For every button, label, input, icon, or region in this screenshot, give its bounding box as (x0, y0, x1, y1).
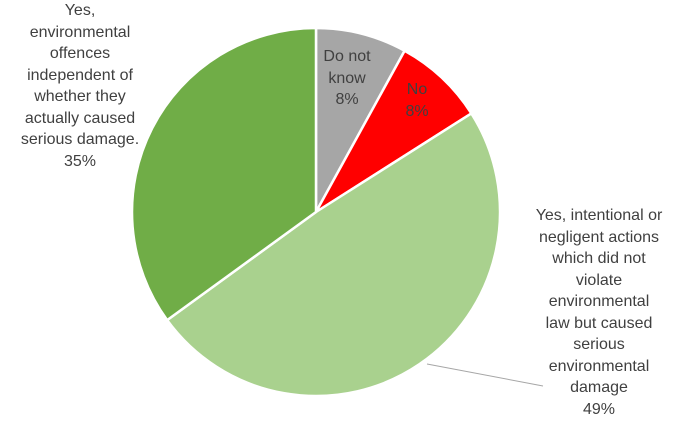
slice-no (314, 49, 473, 214)
slice-label-intentional-negligent: Yes, intentional or negligent actions wh… (522, 205, 676, 420)
slice-percent-label: 8% (335, 91, 359, 108)
slice-label-line: independent of (27, 66, 133, 84)
slice-label-line: know (328, 69, 366, 87)
slice-environmental-offences (130, 26, 318, 322)
slice-label-line: Do not (323, 48, 371, 65)
slice-label-line: negligent actions (538, 228, 660, 246)
slice-label-environmental-offences: Yes, environmental offences independent … (0, 0, 160, 172)
slice-intentional-negligent (165, 112, 502, 398)
slice-label-line: serious damage. (20, 131, 140, 148)
leader-line (426, 363, 544, 387)
slice-label-line: serious (573, 336, 625, 353)
slice-percent-label: 49% (582, 400, 616, 418)
slice-label-line: Yes, intentional or (535, 207, 663, 224)
slice-label-line: environmental (29, 23, 131, 41)
slice-label-line: law but caused (545, 314, 653, 332)
slice-percent-label: 8% (405, 102, 429, 120)
slice-percent-label: 35% (63, 152, 97, 170)
slice-label-line: No (406, 81, 428, 98)
slice-label-line: which did not (552, 250, 646, 267)
slice-do-not-know (314, 26, 406, 214)
slice-label-line: Yes, (64, 2, 96, 19)
slice-label-line: damage (570, 379, 628, 396)
slice-label-line: actually caused (24, 109, 136, 127)
slice-label-do-not-know: Do not know 8% (305, 46, 389, 111)
slice-label-line: whether they (34, 88, 126, 105)
slice-label-line: environmental (548, 293, 650, 310)
slice-label-line: environmental (548, 357, 650, 375)
slice-label-line: violate (575, 271, 623, 289)
slice-label-line: offences (49, 45, 111, 62)
slice-label-no: No 8% (387, 79, 447, 122)
